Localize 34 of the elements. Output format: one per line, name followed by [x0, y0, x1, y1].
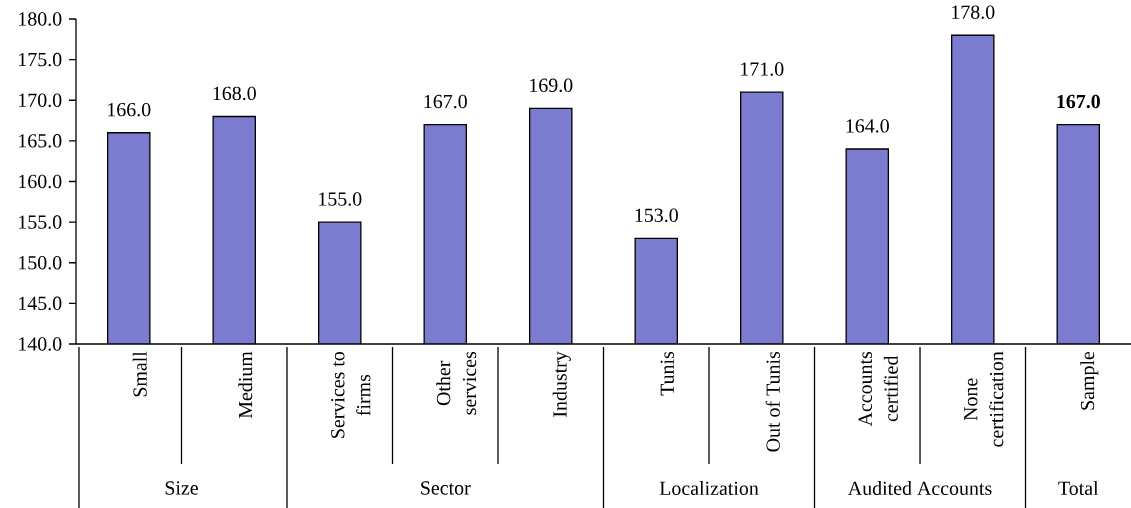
x-tick-label: Medium	[238, 351, 253, 419]
x-tick-label: Other services	[436, 351, 477, 415]
data-label: 153.0	[635, 208, 678, 223]
y-tick-label: 180.0	[19, 12, 62, 26]
y-tick-label: 145.0	[19, 296, 62, 311]
x-tick-label: Accounts certified	[858, 351, 898, 427]
text: Sector	[421, 481, 471, 495]
y-tick-label: 150.0	[19, 255, 62, 270]
text: Total	[1058, 480, 1099, 495]
text: Size	[165, 481, 198, 495]
y-tick-label: 155.0	[19, 215, 62, 229]
data-label: 167.0	[1057, 94, 1100, 109]
data-label: 178.0	[952, 5, 995, 19]
y-tick-label: 165.0	[19, 134, 62, 148]
data-label: 155.0	[319, 192, 362, 206]
x-tick-label: Small	[132, 351, 147, 397]
data-label: 164.0	[846, 119, 889, 133]
data-label: 166.0	[108, 102, 151, 117]
data-label: 169.0	[530, 78, 573, 93]
text: Localization	[659, 480, 759, 495]
y-tick-label: 175.0	[19, 52, 62, 67]
x-tick-label: Tunis	[660, 351, 674, 396]
y-tick-label: 170.0	[19, 93, 62, 108]
x-tick-label: Out of Tunis	[765, 351, 780, 452]
text: Audited Accounts	[847, 480, 992, 495]
x-tick-label: Services to firms	[331, 351, 371, 438]
data-label: 168.0	[213, 86, 256, 101]
x-tick-label: Industry	[552, 351, 571, 417]
x-tick-label: Sample	[1080, 351, 1099, 410]
data-label: 167.0	[424, 94, 467, 109]
y-tick-label: 140.0	[19, 337, 62, 351]
x-tick-label: None certification	[964, 351, 1004, 447]
data-label: 171.0	[741, 62, 784, 76]
y-tick-label: 160.0	[19, 174, 62, 189]
